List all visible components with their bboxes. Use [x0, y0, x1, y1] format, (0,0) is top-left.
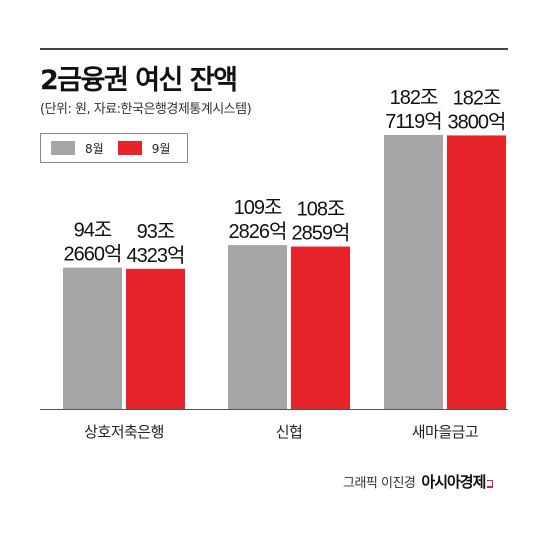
bar-aug-2	[384, 134, 443, 410]
brand-mark-icon	[487, 480, 494, 488]
legend-label-sep: 9월	[151, 141, 171, 156]
data-label-sep-2-1: 3800억	[448, 110, 506, 133]
credit-text: 그래픽 이진경	[343, 476, 416, 491]
category-label-0: 상호저축은행	[84, 423, 164, 441]
data-label-aug-2-1: 7119억	[385, 110, 441, 133]
legend-item-aug: 8월	[51, 140, 104, 157]
bar-sep-2	[447, 135, 506, 409]
bar-aug-0	[63, 267, 122, 409]
data-label-sep-1-1: 2859억	[292, 222, 350, 245]
data-label-aug-1-1: 2826억	[229, 220, 287, 243]
chart-title: 2금융권 여신 잔액	[40, 65, 238, 96]
data-label-sep-0-1: 4323억	[127, 244, 185, 267]
legend-item-sep: 9월	[117, 140, 171, 157]
brand-logo: 아시아경제	[421, 473, 486, 491]
data-label-sep-2-0: 182조	[453, 87, 501, 109]
top-rule	[40, 48, 508, 50]
legend-swatch-aug	[51, 141, 75, 155]
data-label-sep-1-0: 108조	[297, 199, 345, 221]
bar-sep-1	[291, 246, 350, 409]
data-label-aug-2-0: 182조	[390, 87, 438, 109]
legend: 8월 9월	[40, 133, 188, 163]
credit: 그래픽 이진경 아시아경제	[343, 471, 494, 492]
bar-aug-1	[228, 245, 287, 409]
data-label-aug-0-1: 2660억	[64, 243, 122, 266]
legend-swatch-sep	[117, 141, 142, 155]
data-label-sep-0-0: 93조	[137, 221, 175, 243]
category-label-1: 신협	[276, 423, 303, 441]
legend-label-aug: 8월	[85, 141, 104, 156]
bar-sep-0	[126, 268, 185, 409]
chart-subtitle: (단위: 원, 자료:한국은행경제통계시스템)	[40, 102, 252, 117]
category-label-2: 새마을금고	[412, 423, 479, 441]
data-label-aug-0-0: 94조	[74, 220, 112, 242]
data-label-aug-1-0: 109조	[234, 197, 282, 219]
